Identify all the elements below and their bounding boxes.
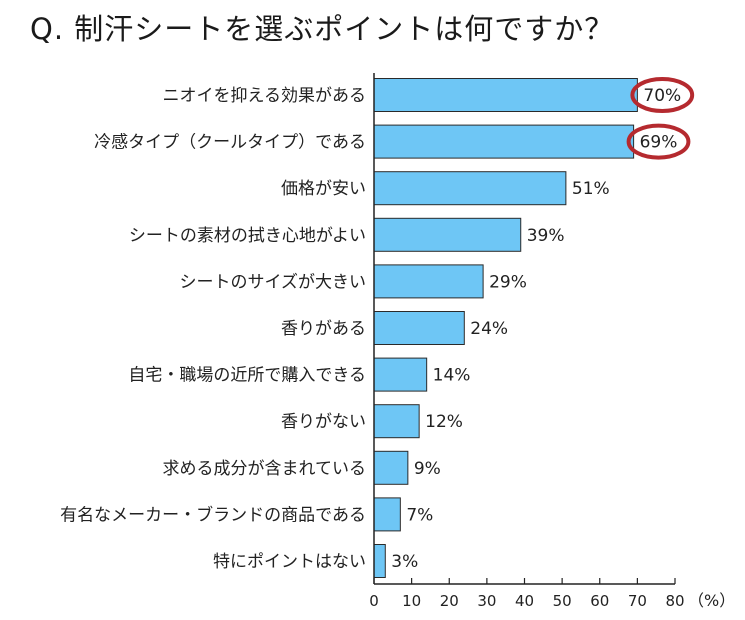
- value-label: 39%: [527, 226, 565, 246]
- bar: [373, 544, 386, 578]
- category-label: 特にポイントはない: [213, 552, 366, 572]
- value-label: 12%: [425, 412, 463, 432]
- value-label: 7%: [406, 505, 433, 525]
- x-tick-label: 50: [553, 592, 572, 610]
- category-label: 価格が安い: [281, 179, 366, 199]
- bar: [373, 217, 522, 252]
- bar: [373, 171, 567, 206]
- value-label: 9%: [414, 459, 441, 479]
- value-label: 29%: [489, 272, 527, 292]
- bar: [373, 497, 401, 532]
- highlight-circle: [630, 77, 695, 113]
- x-tick-label: 60: [590, 592, 609, 610]
- x-tick-label: 0: [369, 592, 379, 610]
- category-label: 香りがある: [281, 319, 366, 339]
- category-label: 冷感タイプ（クールタイプ）である: [94, 133, 366, 153]
- value-label: 51%: [572, 179, 610, 199]
- bar: [373, 450, 409, 485]
- x-tick-label: 10: [402, 592, 421, 610]
- category-label: 有名なメーカー・ブランドの商品である: [60, 504, 366, 525]
- category-label: 求める成分が含まれている: [163, 459, 367, 479]
- x-tick-label: 30: [477, 592, 496, 610]
- chart-title: Q. 制汗シートを選ぶポイントは何ですか？: [30, 12, 615, 46]
- bar: [373, 357, 428, 392]
- x-tick-label: 20: [440, 592, 459, 610]
- bar: [373, 264, 484, 299]
- value-label: 3%: [391, 552, 418, 572]
- value-label: 70%: [643, 86, 681, 106]
- bar: [373, 311, 465, 345]
- value-label: 69%: [640, 133, 678, 153]
- x-tick-label: 80: [665, 592, 684, 610]
- x-tick-label: 70: [628, 592, 647, 610]
- axis-unit-label: （%）: [688, 591, 735, 610]
- category-label: シートのサイズが大きい: [180, 272, 367, 292]
- category-label: シートの素材の拭き心地がよい: [129, 226, 366, 246]
- value-label: 24%: [470, 319, 508, 339]
- highlight-circle: [626, 123, 691, 160]
- bar: [373, 124, 635, 159]
- bar: [373, 404, 420, 439]
- x-tick-label: 40: [515, 592, 534, 610]
- category-label: 自宅・職場の近所で購入できる: [128, 366, 366, 386]
- category-label: 香りがない: [281, 412, 366, 432]
- bar: [373, 78, 638, 112]
- value-label: 14%: [433, 366, 471, 386]
- category-label: ニオイを抑える効果がある: [163, 86, 367, 106]
